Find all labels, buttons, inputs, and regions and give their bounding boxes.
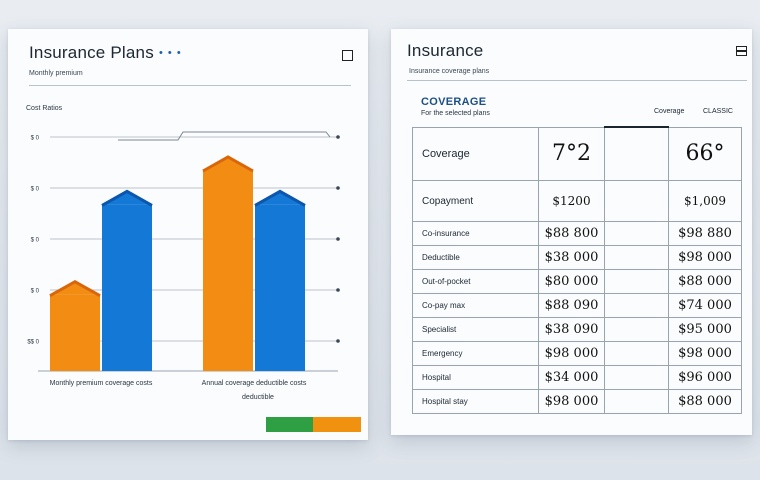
row-label: Out-of-pocket <box>412 269 539 294</box>
bar-cap-edge <box>254 189 306 207</box>
table-card: Insurance Insurance coverage plans COVER… <box>391 29 752 435</box>
bar-cap <box>50 280 100 295</box>
bar <box>50 294 100 371</box>
value-plan-b: $98 880 <box>668 221 742 246</box>
x-category-label: Annual coverage deductible costs <box>202 380 307 387</box>
value-plan-a: $88 800 <box>538 221 605 246</box>
spacer-cell <box>604 180 669 222</box>
y-tick-label: $ 0 <box>31 238 40 244</box>
value-plan-b: $88 000 <box>668 269 742 294</box>
value-plan-a: $34 000 <box>538 365 605 390</box>
spacer-cell <box>604 221 669 246</box>
bar-cap-edge <box>101 189 153 207</box>
table-row: Out-of-pocket $80 000 $88 000 <box>412 269 742 294</box>
table-row: Co-pay max $88 090 $74 000 <box>412 293 742 318</box>
bar-cap-edge <box>49 279 101 298</box>
value-plan-b: $95 000 <box>668 317 742 342</box>
table-row-header: Coverage 7°2 66° <box>412 126 742 181</box>
menu-icon[interactable] <box>736 46 747 56</box>
value-plan-b: 66° <box>668 126 742 181</box>
grid-end-dot <box>336 339 340 343</box>
spacer-cell <box>604 341 669 366</box>
bar-cap-edge <box>202 155 254 173</box>
table-row: Deductible $38 000 $98 000 <box>412 245 742 270</box>
table-heading: COVERAGE <box>421 96 487 108</box>
legend-swatch-green <box>266 417 313 432</box>
close-icon[interactable] <box>342 50 353 61</box>
pricing-table: Coverage 7°2 66° Copayment $1200 $1,009 … <box>412 126 742 414</box>
grid-end-dot <box>336 288 340 292</box>
table-row-subheader: Copayment $1200 $1,009 <box>412 180 742 222</box>
bar-chart: $$ 0 $ 0 $ 0 $ 0 $ 0 Monthly premium coverage… <box>27 131 340 401</box>
table-row: Hospital stay $98 000 $88 000 <box>412 389 742 414</box>
row-label: Hospital <box>412 365 539 390</box>
y-tick-label: $ 0 <box>31 136 40 142</box>
grid-end-dot <box>336 186 340 190</box>
row-label: Co-pay max <box>412 293 539 318</box>
grid-end-dot <box>336 237 340 241</box>
spacer-cell <box>604 269 669 294</box>
y-tick-label: $ 0 <box>31 289 40 295</box>
spacer-cell <box>604 365 669 390</box>
bar-cap <box>203 156 253 170</box>
spacer-cell <box>604 293 669 318</box>
value-plan-a: $80 000 <box>538 269 605 294</box>
table-card-title: Insurance <box>407 41 484 60</box>
row-label: Co-insurance <box>412 221 539 246</box>
table-row: Co-insurance $88 800 $98 880 <box>412 221 742 246</box>
value-plan-b: $98 000 <box>668 245 742 270</box>
value-plan-a: $1200 <box>538 180 605 222</box>
value-plan-a: $38 000 <box>538 245 605 270</box>
bar <box>203 170 253 371</box>
chart-card-subtitle: Monthly premium <box>29 70 83 77</box>
value-plan-b: $96 000 <box>668 365 742 390</box>
legend-swatch-orange <box>313 417 361 432</box>
bar-cap <box>102 190 152 205</box>
value-plan-b: $98 000 <box>668 341 742 366</box>
chart-card-title: Insurance Plans <box>29 43 154 62</box>
divider <box>29 85 351 86</box>
y-tick-label: $$ 0 <box>27 340 39 346</box>
more-dots-icon[interactable]: • • • <box>159 47 182 59</box>
row-label: Copayment <box>412 180 539 222</box>
value-plan-a: $88 090 <box>538 293 605 318</box>
table-row: Emergency $98 000 $98 000 <box>412 341 742 366</box>
row-label: Coverage <box>412 126 539 181</box>
table-card-subtitle: Insurance coverage plans <box>409 68 490 75</box>
grid-end-dot <box>336 135 340 139</box>
value-plan-a: $98 000 <box>538 341 605 366</box>
row-label: Emergency <box>412 341 539 366</box>
row-label: Hospital stay <box>412 389 539 414</box>
y-tick-label: $ 0 <box>31 187 40 193</box>
bracket-line <box>118 131 331 141</box>
table-row: Hospital $34 000 $96 000 <box>412 365 742 390</box>
chart-card: Insurance Plans • • • Monthly premium Co… <box>8 29 368 440</box>
row-label: Specialist <box>412 317 539 342</box>
bar <box>102 204 152 371</box>
value-plan-a: 7°2 <box>538 126 605 181</box>
spacer-cell <box>604 245 669 270</box>
divider <box>407 80 747 81</box>
bar <box>255 204 305 371</box>
column-header-classic: CLASSIC <box>703 108 733 115</box>
x-category-sublabel: deductible <box>242 394 274 401</box>
chart-heading: Cost Ratios <box>26 105 63 112</box>
row-label: Deductible <box>412 245 539 270</box>
spacer-cell <box>604 317 669 342</box>
value-plan-a: $98 000 <box>538 389 605 414</box>
table-subheading: For the selected plans <box>421 110 490 117</box>
table-row: Specialist $38 090 $95 000 <box>412 317 742 342</box>
column-header-coverage: Coverage <box>654 108 685 115</box>
value-plan-b: $1,009 <box>668 180 742 222</box>
value-plan-a: $38 090 <box>538 317 605 342</box>
value-plan-b: $88 000 <box>668 389 742 414</box>
spacer-cell <box>604 389 669 414</box>
spacer-cell <box>604 126 669 181</box>
value-plan-b: $74 000 <box>668 293 742 318</box>
x-category-label: Monthly premium coverage costs <box>50 380 153 387</box>
bar-cap <box>255 190 305 205</box>
